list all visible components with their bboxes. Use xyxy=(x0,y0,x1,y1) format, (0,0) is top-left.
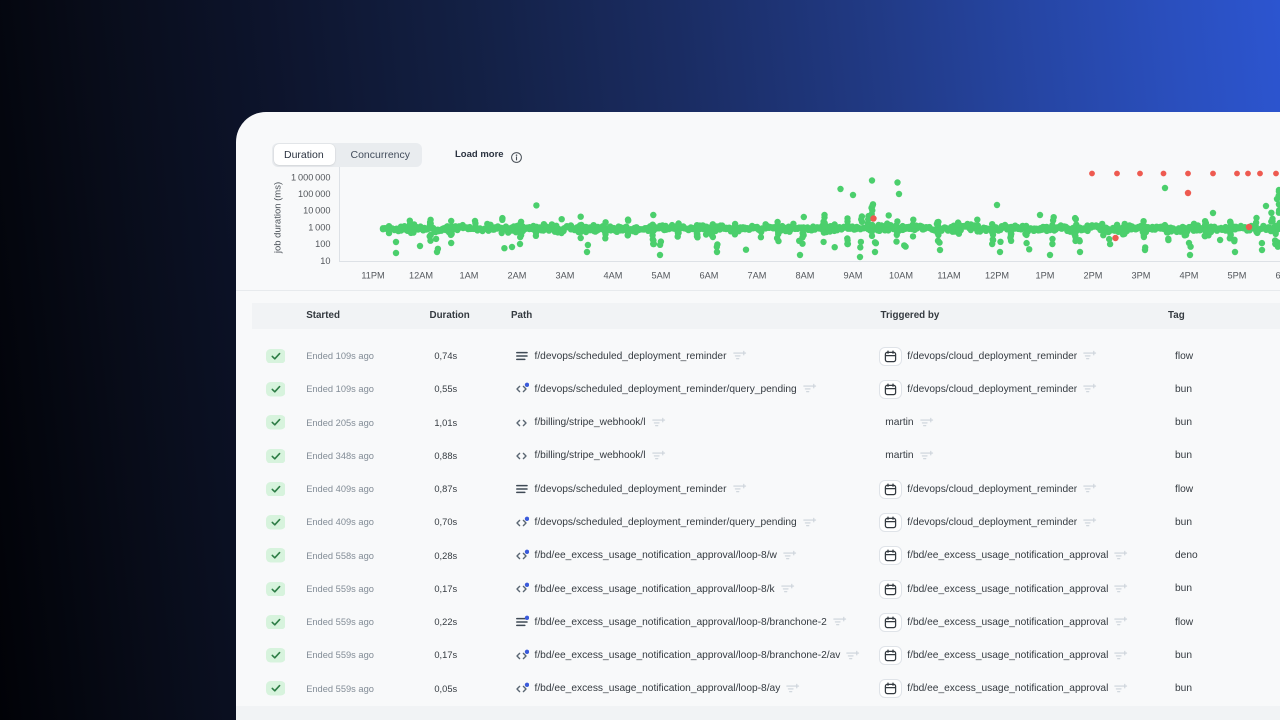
svg-text:4PM: 4PM xyxy=(1180,271,1199,281)
svg-text:1 000: 1 000 xyxy=(308,222,330,232)
svg-text:4AM: 4AM xyxy=(604,271,623,281)
svg-text:3AM: 3AM xyxy=(556,271,575,281)
svg-text:1AM: 1AM xyxy=(460,271,479,281)
svg-text:11PM: 11PM xyxy=(361,271,384,281)
svg-text:job duration (ms): job duration (ms) xyxy=(273,182,284,254)
svg-text:100 000: 100 000 xyxy=(298,189,331,199)
svg-text:6AM: 6AM xyxy=(700,271,719,281)
svg-text:100: 100 xyxy=(315,239,330,249)
svg-text:3PM: 3PM xyxy=(1132,271,1151,281)
svg-text:5AM: 5AM xyxy=(652,271,671,281)
svg-text:11AM: 11AM xyxy=(937,271,960,281)
svg-text:10 000: 10 000 xyxy=(303,206,330,216)
svg-text:5PM: 5PM xyxy=(1228,271,1247,281)
svg-text:9AM: 9AM xyxy=(844,271,863,281)
svg-text:1PM: 1PM xyxy=(1036,271,1055,281)
svg-text:12PM: 12PM xyxy=(985,271,1009,281)
svg-text:10: 10 xyxy=(320,256,330,266)
svg-text:2AM: 2AM xyxy=(508,271,527,281)
svg-text:1 000 000: 1 000 000 xyxy=(291,172,330,182)
svg-text:12AM: 12AM xyxy=(409,271,433,281)
svg-text:2PM: 2PM xyxy=(1084,271,1103,281)
svg-text:6PM: 6PM xyxy=(1276,271,1280,281)
svg-text:10AM: 10AM xyxy=(889,271,913,281)
svg-text:8AM: 8AM xyxy=(796,271,815,281)
svg-text:7AM: 7AM xyxy=(748,271,767,281)
